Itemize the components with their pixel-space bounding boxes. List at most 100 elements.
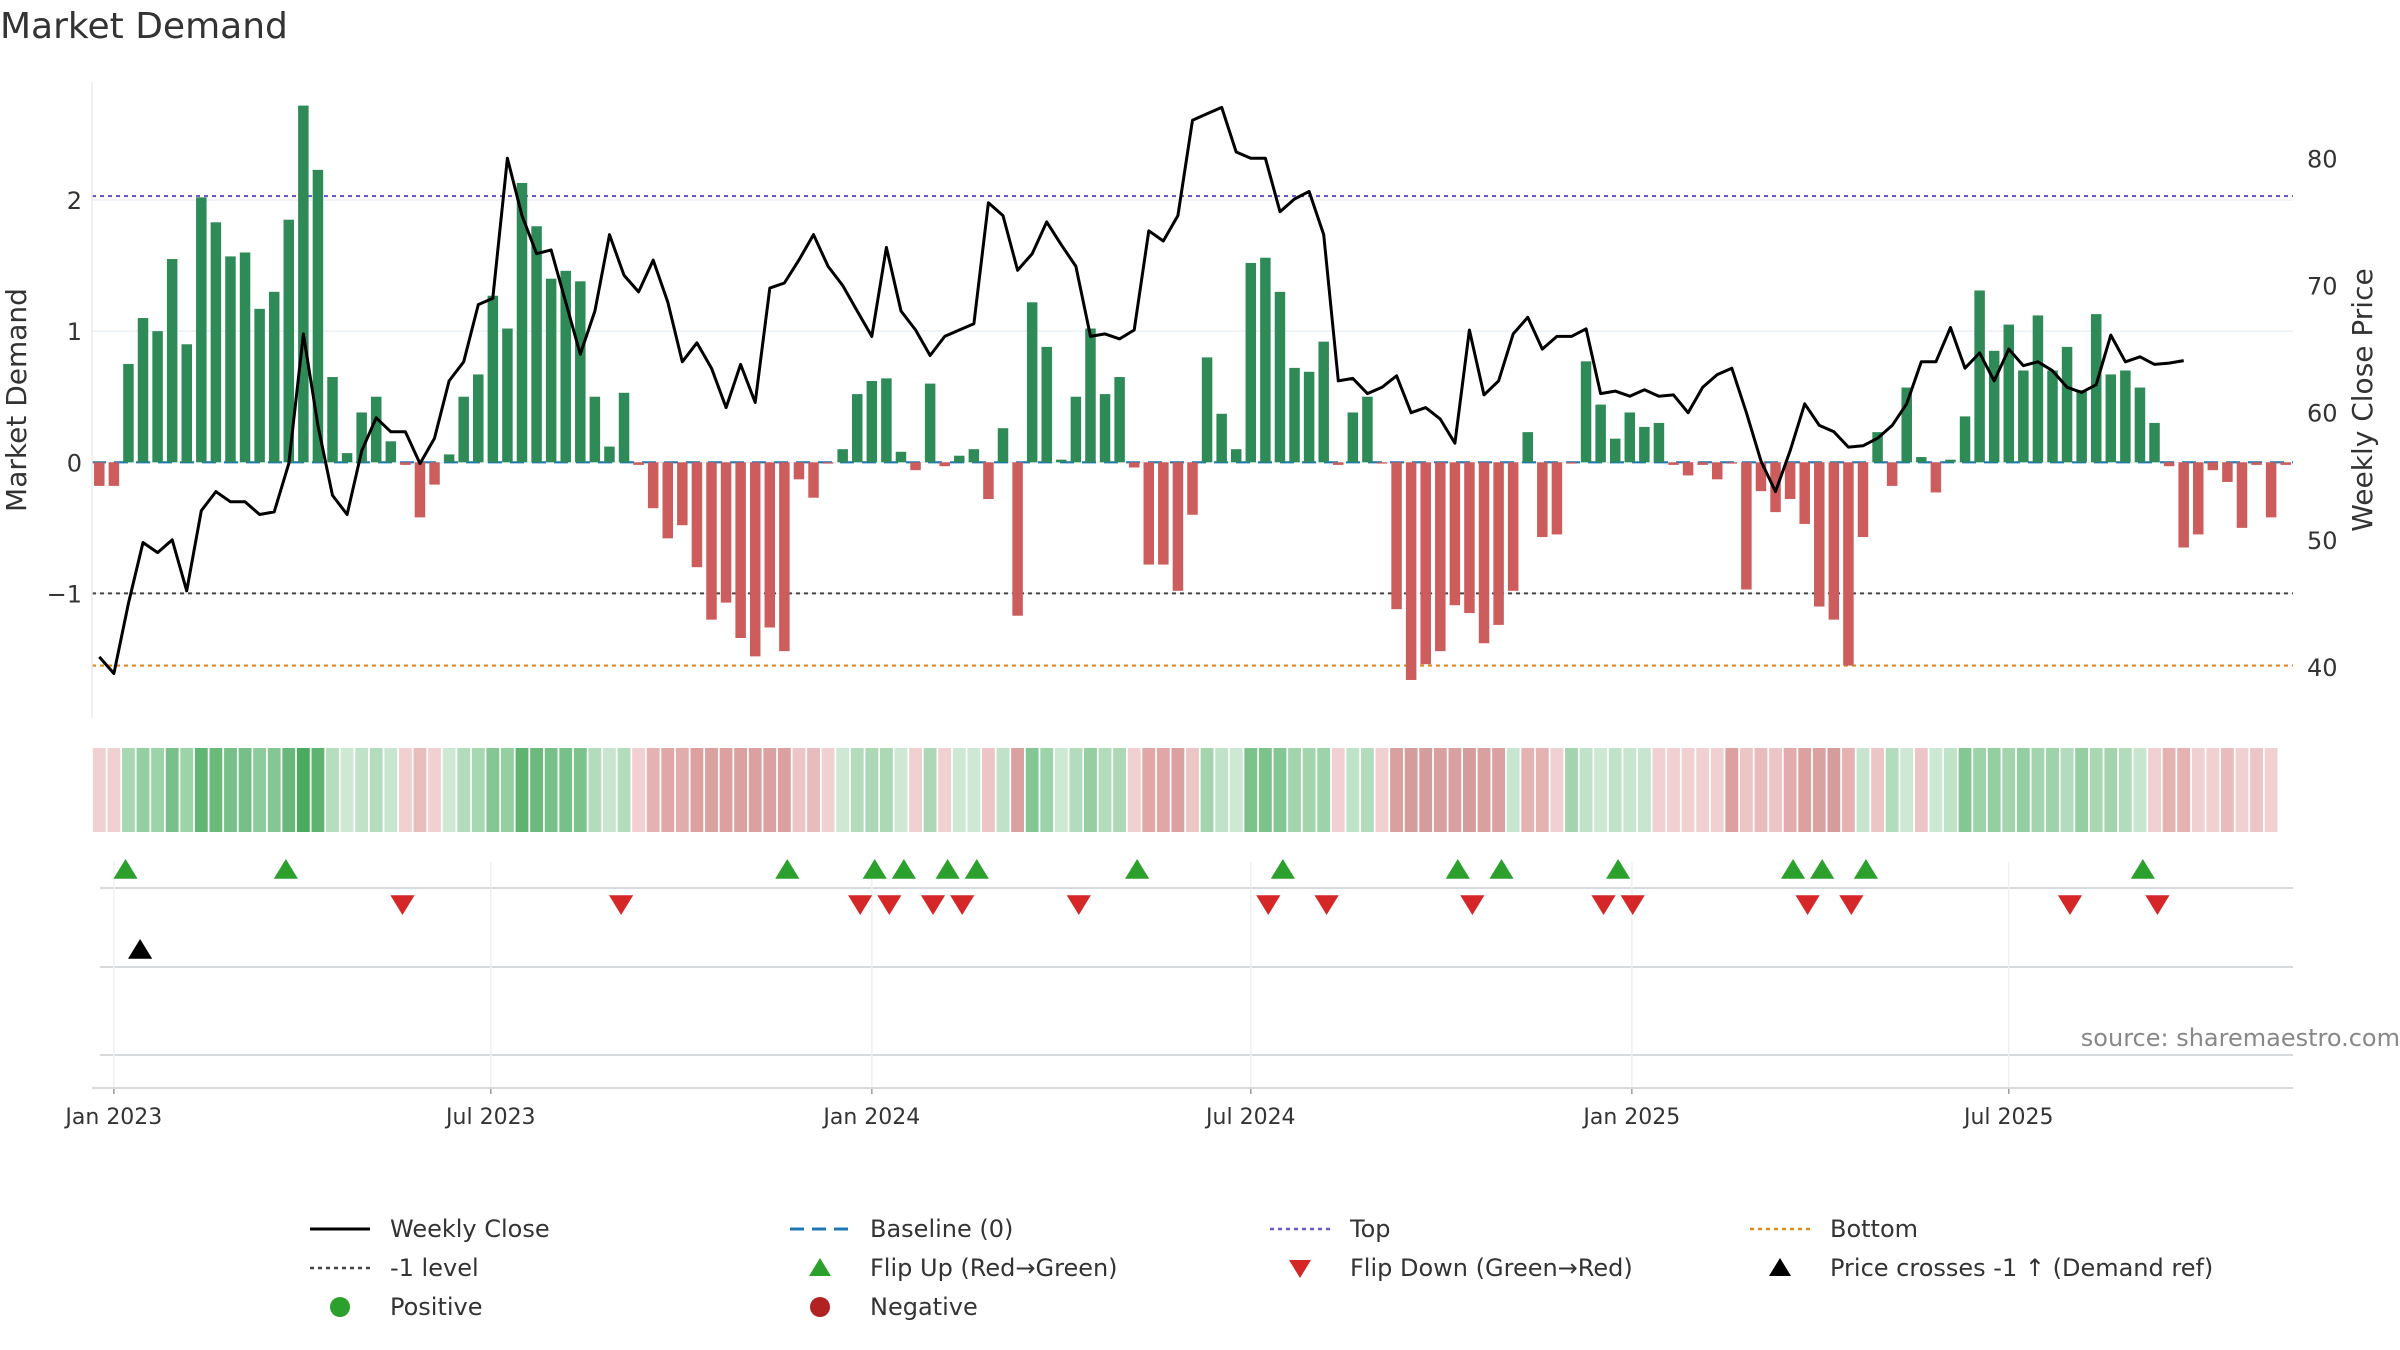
demand-bar — [487, 295, 499, 463]
demand-bar — [1697, 462, 1708, 465]
demand-bar — [1741, 462, 1752, 590]
heat-cell — [573, 748, 587, 832]
legend-symbol-icon — [310, 1266, 370, 1270]
demand-bar — [618, 392, 630, 463]
legend-label: Positive — [390, 1293, 483, 1321]
heat-cell — [1900, 748, 1914, 832]
flip-down-marker — [2145, 895, 2170, 915]
heat-cell — [982, 748, 995, 832]
demand-bar — [1857, 462, 1869, 538]
flip-up-marker — [273, 859, 298, 879]
demand-bar — [1916, 457, 1927, 463]
heat-cell — [1521, 748, 1535, 832]
heat-cell — [1652, 748, 1666, 832]
demand-bar — [589, 396, 601, 463]
demand-bar — [2018, 370, 2029, 463]
demand-bar — [677, 462, 688, 526]
heat-cell — [122, 748, 135, 832]
legend: Weekly Close Baseline (0) Top Bottom -1 leve… — [310, 1215, 2260, 1335]
demand-bar — [720, 462, 732, 603]
heat-cell — [2148, 748, 2161, 832]
heat-cell — [1025, 748, 1039, 832]
demand-bar — [473, 374, 484, 463]
heat-cell — [2250, 748, 2263, 832]
heat-cell — [2206, 748, 2220, 832]
heat-cell — [1637, 748, 1651, 832]
demand-bar — [1201, 357, 1213, 463]
heat-cell — [996, 748, 1010, 832]
flip-down-marker — [1460, 895, 1485, 915]
flip-down-marker — [609, 895, 634, 915]
demand-bar — [1828, 462, 1840, 620]
demand-bar — [2207, 462, 2219, 471]
demand-bar — [239, 252, 251, 463]
heat-cell — [1011, 748, 1024, 832]
heat-cell — [1419, 748, 1433, 832]
heat-cell — [2031, 748, 2045, 832]
demand-bar — [1449, 462, 1461, 606]
demand-bar — [1158, 462, 1169, 565]
demand-bar — [2105, 374, 2117, 463]
flip-up-marker — [1445, 859, 1470, 879]
y-tick-label: 1 — [67, 318, 82, 346]
demand-bar — [2134, 387, 2146, 463]
heat-cell — [632, 748, 646, 832]
heat-cell — [1885, 748, 1899, 832]
heat-cell — [1433, 748, 1447, 832]
y-tick-label: 2 — [67, 187, 82, 215]
demand-bar — [414, 462, 426, 518]
heat-cell — [136, 748, 150, 832]
heat-cell — [879, 748, 893, 832]
flip-up-marker — [964, 859, 989, 879]
demand-bar — [1522, 432, 1533, 463]
flip-down-marker — [877, 895, 902, 915]
heat-cell — [1914, 748, 1928, 832]
flip-up-marker — [1780, 859, 1806, 879]
demand-bar — [1653, 422, 1665, 463]
demand-bar — [1056, 459, 1067, 463]
heat-cell — [1361, 748, 1374, 832]
demand-bar — [866, 380, 878, 463]
heat-cell — [705, 748, 718, 832]
source-note: source: sharemaestro.com — [2081, 1024, 2400, 1052]
heat-cell — [1142, 748, 1156, 832]
demand-bar — [137, 318, 149, 463]
demand-bar — [793, 462, 805, 480]
demand-bar — [458, 396, 469, 463]
heat-cell — [967, 748, 981, 832]
flip-down-marker — [950, 895, 975, 915]
heat-cell — [1302, 748, 1316, 832]
heat-cell — [1156, 748, 1170, 832]
heat-cell — [2060, 748, 2074, 832]
heat-cell — [501, 748, 514, 832]
demand-bar — [1668, 462, 1679, 465]
demand-bar — [1376, 462, 1388, 464]
heat-cell — [2177, 748, 2191, 832]
demand-bar — [225, 256, 236, 463]
demand-bar — [735, 462, 746, 639]
main-gridlines — [92, 199, 2293, 595]
demand-bar — [152, 331, 163, 463]
demand-bar — [910, 462, 921, 471]
heat-cell — [2046, 748, 2059, 832]
demand-bar — [997, 428, 1009, 463]
demand-bar — [779, 462, 790, 652]
heat-cell — [909, 748, 922, 832]
demand-bar — [1507, 462, 1519, 591]
y-tick-label: −1 — [47, 580, 82, 608]
heat-cell — [923, 748, 937, 832]
heat-cell — [1288, 748, 1301, 832]
flip-up-marker — [2130, 859, 2155, 879]
x-tick-label: Jul 2025 — [1962, 1105, 2054, 1130]
demand-bar — [2178, 462, 2189, 548]
flip-down-marker — [2057, 895, 2083, 915]
demand-bar — [1260, 257, 1271, 463]
heat-cell — [398, 748, 412, 832]
axes: −1 0 1 2 40 50 60 70 80 Market Demand Weekly Close… — [0, 82, 2379, 1130]
demand-bar — [939, 462, 950, 467]
heat-cell — [1739, 748, 1753, 832]
demand-bar — [400, 462, 411, 465]
y2-axis-label: Weekly Close Price — [2346, 268, 2379, 531]
demand-bar — [2120, 370, 2131, 463]
legend-item: Flip Up (Red→Green) — [790, 1254, 1118, 1282]
